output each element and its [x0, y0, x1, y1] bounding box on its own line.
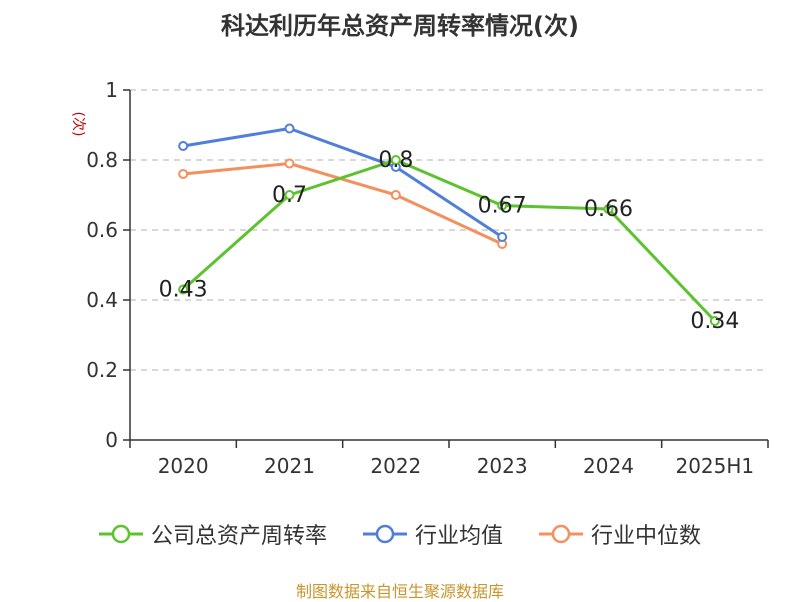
data-point: [178, 141, 189, 151]
data-label: 0.7: [272, 183, 307, 208]
data-point: [497, 200, 508, 211]
data-label: 0.67: [478, 194, 527, 219]
x-tick-label: 2025H1: [675, 454, 754, 478]
x-tick-label: 2020: [158, 454, 209, 478]
data-point: [284, 190, 295, 200]
grid-layer: [130, 89, 768, 371]
series-line: [183, 162, 503, 246]
y-tick-label: 1: [105, 78, 118, 102]
data-label: 0.43: [159, 278, 208, 303]
x-tick-label: 2021: [264, 454, 315, 478]
data-point: [603, 204, 614, 214]
data-point: [178, 169, 189, 179]
chart-title: 科达利历年总资产周转率情况(次): [221, 12, 579, 40]
y-axis-unit-label: (次): [70, 112, 86, 137]
legend-marker-icon: [362, 524, 407, 544]
legend-item[interactable]: 公司总资产周转率: [98, 518, 327, 550]
y-tick-label: 0.8: [86, 148, 118, 172]
data-point: [390, 190, 401, 200]
data-point: [178, 284, 189, 295]
y-tick-label: 0.2: [86, 358, 118, 382]
legend-marker-icon: [98, 524, 143, 544]
y-tick-label: 0: [105, 428, 118, 452]
legend-label: 公司总资产周转率: [150, 524, 327, 549]
data-label: 0.8: [378, 148, 413, 173]
data-point: [497, 232, 508, 242]
legend: 公司总资产周转率 行业均值 行业中位数: [0, 518, 800, 550]
x-tick-label: 2022: [370, 454, 421, 478]
legend-item[interactable]: 行业均值: [362, 518, 503, 550]
series-line: [182, 127, 503, 239]
legend-marker-icon: [539, 524, 583, 544]
data-point: [390, 155, 401, 165]
axis-layer: 0 0.2 0.4 0.6 0.8 1 2020 2021 2022 2023 2024 2025H1: [86, 78, 769, 478]
data-point: [709, 316, 720, 326]
legend-label: 行业中位数: [591, 524, 702, 549]
legend-item[interactable]: 行业中位数: [539, 518, 701, 550]
data-point: [284, 158, 295, 169]
data-label: 0.66: [584, 197, 633, 222]
legend-label: 行业均值: [414, 524, 503, 549]
series-layer: [178, 123, 720, 326]
data-label: 0.34: [690, 309, 739, 334]
data-label-layer: 0.43 0.7 0.8 0.67 0.66 0.34: [159, 148, 740, 334]
x-tick-label: 2023: [477, 454, 528, 478]
source-note: 制图数据来自恒生聚源数据库: [295, 582, 504, 601]
y-tick-label: 0.6: [86, 218, 118, 242]
series-line: [182, 158, 716, 323]
y-tick-label: 0.4: [86, 288, 118, 312]
data-point: [284, 123, 295, 134]
x-tick-label: 2024: [583, 454, 634, 478]
